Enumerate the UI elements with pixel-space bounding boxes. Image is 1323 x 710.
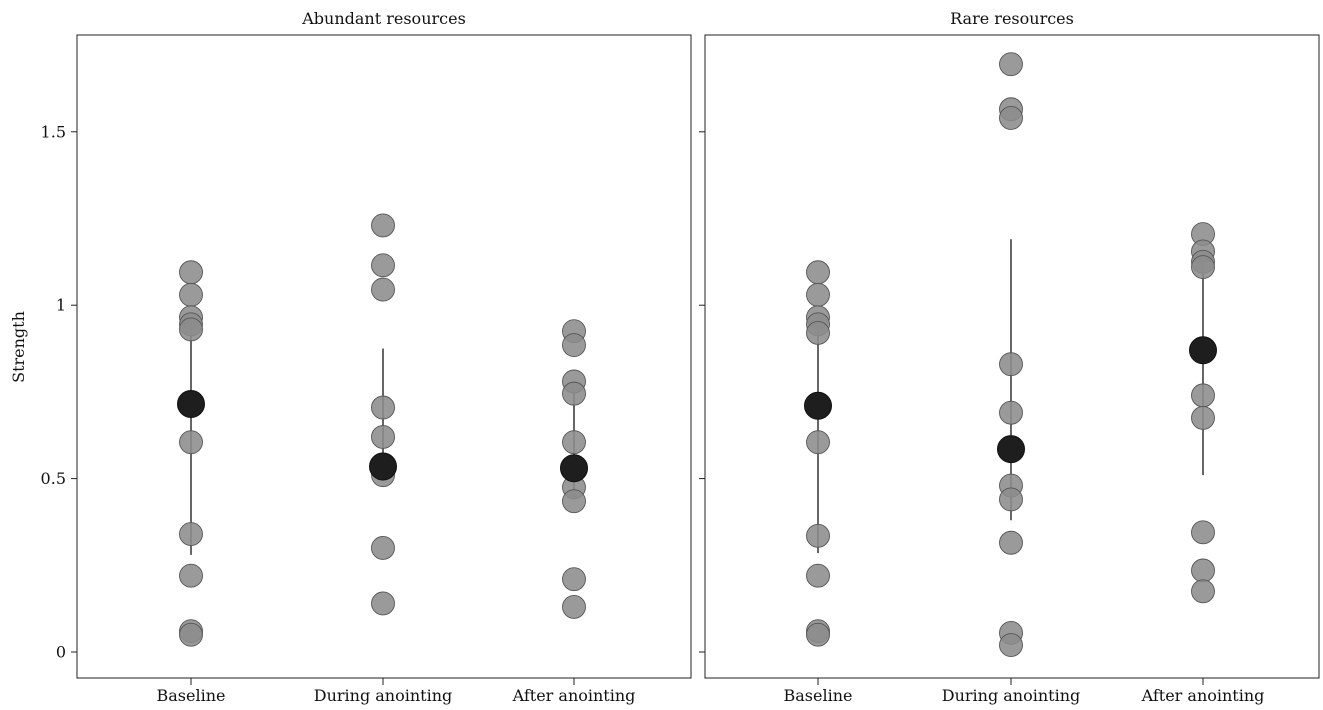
- plot-frame: [704, 34, 1320, 679]
- individual-point: [999, 105, 1023, 130]
- x-tick-label: Baseline: [157, 686, 226, 705]
- x-tick-label: During anointing: [942, 686, 1081, 705]
- individual-point: [999, 487, 1023, 512]
- individual-point: [999, 52, 1023, 77]
- group-mean-point: [560, 454, 588, 483]
- group-mean-point: [997, 435, 1025, 464]
- group-mean-point: [804, 391, 832, 420]
- individual-point: [806, 622, 830, 647]
- individual-point: [179, 522, 203, 547]
- individual-point: [179, 260, 203, 285]
- group-mean-point: [1189, 336, 1217, 365]
- y-tick-label: 1.5: [41, 122, 66, 141]
- individual-point: [562, 430, 586, 455]
- individual-point: [806, 320, 830, 345]
- individual-point: [1191, 405, 1215, 430]
- individual-point: [806, 523, 830, 548]
- group-mean-point: [177, 390, 205, 419]
- plot-frame: [76, 34, 692, 679]
- individual-point: [371, 253, 395, 278]
- individual-point: [999, 352, 1023, 377]
- individual-point: [999, 633, 1023, 658]
- individual-point: [1191, 520, 1215, 545]
- individual-point: [371, 536, 395, 560]
- individual-point: [806, 282, 830, 307]
- panel-title: Abundant resources: [301, 9, 466, 28]
- individual-point: [562, 333, 586, 358]
- group-mean-point: [369, 452, 397, 481]
- x-tick-label: Baseline: [784, 686, 853, 705]
- individual-point: [1191, 383, 1215, 408]
- individual-point: [179, 430, 203, 455]
- individual-point: [371, 213, 395, 238]
- individual-point: [371, 277, 395, 302]
- panel-rare-resources: Rare resources Baseline During anointing Af…: [699, 9, 1320, 705]
- y-tick-label: 0.5: [41, 469, 66, 488]
- panel-abundant-resources: Abundant resources 0 0.5 1 1.5 Baseline During…: [41, 9, 692, 705]
- individual-point: [179, 622, 203, 647]
- individual-point: [562, 489, 586, 514]
- x-tick-label: After anointing: [1141, 686, 1265, 705]
- individual-point: [806, 563, 830, 588]
- y-tick-label: 1: [56, 296, 66, 315]
- individual-point: [179, 282, 203, 307]
- individual-point: [562, 381, 586, 406]
- individual-point: [179, 317, 203, 342]
- individual-point: [562, 594, 586, 619]
- y-tick-label: 0: [56, 643, 66, 662]
- individual-point: [1191, 255, 1215, 280]
- individual-point: [371, 395, 395, 420]
- individual-point: [371, 591, 395, 616]
- individual-point: [806, 430, 830, 455]
- x-tick-label: During anointing: [314, 686, 453, 705]
- y-axis-title: Strength: [9, 311, 28, 383]
- individual-point: [999, 400, 1023, 425]
- individual-point: [999, 530, 1023, 555]
- individual-point: [562, 567, 586, 592]
- individual-point: [179, 563, 203, 588]
- x-tick-label: After anointing: [512, 686, 636, 705]
- panel-title: Rare resources: [950, 9, 1074, 28]
- individual-point: [371, 425, 395, 449]
- individual-point: [806, 260, 830, 285]
- individual-point: [1191, 579, 1215, 604]
- individual-point: [1191, 558, 1215, 583]
